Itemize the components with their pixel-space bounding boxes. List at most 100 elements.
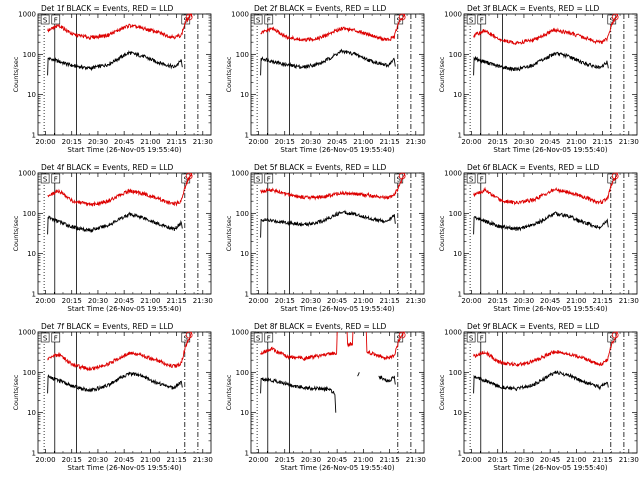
x-tick-label: 21:30 xyxy=(406,138,426,146)
y-axis-label: Counts/sec xyxy=(438,56,446,92)
x-tick-label: 20:00 xyxy=(248,456,268,464)
x-tick-label: 20:30 xyxy=(514,138,534,146)
y-tick-label: 1 xyxy=(458,132,462,140)
series-events-line xyxy=(378,375,396,385)
y-tick-label: 10 xyxy=(453,409,462,417)
marker-label-box xyxy=(477,14,487,25)
marker-label-box xyxy=(466,14,476,25)
y-tick-label: 1 xyxy=(245,132,249,140)
y-tick-label: 100 xyxy=(236,51,249,59)
y-tick-label: 100 xyxy=(449,51,462,59)
x-tick-label: 20:45 xyxy=(327,138,347,146)
marker-label-box xyxy=(466,173,476,184)
x-tick-label: 21:15 xyxy=(166,138,186,146)
marker-label: S xyxy=(43,17,48,25)
marker-label: S xyxy=(184,335,189,343)
panel-9: Det 9f BLACK = Events, RED = LLD 1 10 100 10… xyxy=(438,322,639,472)
x-tick-label: 21:30 xyxy=(193,138,213,146)
y-tick-label: 1 xyxy=(32,132,36,140)
marker-label: S xyxy=(610,335,615,343)
x-tick-label: 20:15 xyxy=(275,297,295,305)
x-axis-label: Start Time (26-Nov-05 19:55:40) xyxy=(67,146,181,154)
marker-label-box xyxy=(607,173,617,184)
y-axis-label: Counts/sec xyxy=(225,56,233,92)
x-tick-label: 21:00 xyxy=(353,138,373,146)
series-events-line xyxy=(47,371,183,394)
lld-end-point xyxy=(185,331,193,339)
panel-title: Det 6f BLACK = Events, RED = LLD xyxy=(467,163,600,172)
x-tick-label: 20:15 xyxy=(62,456,82,464)
x-tick-label: 20:45 xyxy=(540,138,560,146)
marker-label-box xyxy=(477,332,487,343)
marker-label: F xyxy=(54,176,58,184)
marker-label: F xyxy=(480,17,484,25)
x-tick-label: 20:15 xyxy=(275,456,295,464)
marker-label: F xyxy=(54,335,58,343)
marker-label: F xyxy=(480,335,484,343)
x-tick-label: 21:15 xyxy=(166,297,186,305)
y-axis-label: Counts/sec xyxy=(12,374,20,410)
x-tick-label: 20:15 xyxy=(488,456,508,464)
panel-title: Det 8f BLACK = Events, RED = LLD xyxy=(254,322,387,331)
x-axis-label: Start Time (26-Nov-05 19:55:40) xyxy=(493,305,607,313)
marker-label: F xyxy=(54,17,58,25)
lld-end-point xyxy=(185,172,193,180)
x-axis-label: Start Time (26-Nov-05 19:55:40) xyxy=(67,305,181,313)
x-tick-label: 20:15 xyxy=(62,297,82,305)
series-lld-line xyxy=(47,331,193,372)
marker-label: S xyxy=(397,176,402,184)
x-tick-label: 21:30 xyxy=(619,138,639,146)
marker-label-box xyxy=(40,14,50,25)
marker-label-box xyxy=(253,14,263,25)
panel-title: Det 5f BLACK = Events, RED = LLD xyxy=(254,163,387,172)
y-tick-label: 1000 xyxy=(18,11,36,19)
y-tick-label: 1 xyxy=(32,450,36,458)
series-lld-line xyxy=(260,331,338,362)
marker-label: S xyxy=(469,335,474,343)
x-tick-label: 20:30 xyxy=(88,138,108,146)
y-tick-label: 1000 xyxy=(231,11,249,19)
x-tick-label: 20:00 xyxy=(35,297,55,305)
series-events-line xyxy=(473,370,609,394)
y-axis-label: Counts/sec xyxy=(438,215,446,251)
panel-title: Det 2f BLACK = Events, RED = LLD xyxy=(254,4,387,13)
x-tick-label: 20:45 xyxy=(327,456,347,464)
x-tick-label: 21:00 xyxy=(566,456,586,464)
y-tick-label: 1 xyxy=(458,450,462,458)
marker-label-box xyxy=(51,173,61,184)
y-tick-label: 1 xyxy=(458,291,462,299)
marker-label: S xyxy=(184,176,189,184)
marker-label-box xyxy=(40,332,50,343)
x-tick-label: 21:00 xyxy=(566,297,586,305)
y-tick-label: 100 xyxy=(23,369,36,377)
y-tick-label: 1000 xyxy=(18,170,36,178)
x-tick-label: 20:30 xyxy=(301,138,321,146)
x-tick-label: 21:00 xyxy=(353,297,373,305)
marker-label-box xyxy=(264,14,274,25)
x-tick-label: 20:30 xyxy=(301,297,321,305)
x-tick-label: 20:00 xyxy=(461,297,481,305)
panel-title: Det 7f BLACK = Events, RED = LLD xyxy=(41,322,174,331)
series-events-line xyxy=(473,211,609,235)
x-tick-label: 20:15 xyxy=(488,297,508,305)
marker-label: F xyxy=(267,176,271,184)
y-axis-label: Counts/sec xyxy=(225,374,233,410)
y-tick-label: 10 xyxy=(27,91,36,99)
marker-label: S xyxy=(256,176,261,184)
panel-title: Det 1f BLACK = Events, RED = LLD xyxy=(41,4,174,13)
lld-end-point xyxy=(611,172,619,180)
panel-7: Det 7f BLACK = Events, RED = LLD 1 10 100 10… xyxy=(12,322,213,472)
marker-label: S xyxy=(256,17,261,25)
x-axis-label: Start Time (26-Nov-05 19:55:40) xyxy=(280,464,394,472)
y-tick-label: 100 xyxy=(449,210,462,218)
x-tick-label: 20:45 xyxy=(114,297,134,305)
panel-8: Det 8f BLACK = Events, RED = LLD 1 10 100 10… xyxy=(225,322,426,472)
x-tick-label: 20:30 xyxy=(301,456,321,464)
marker-label-box xyxy=(253,173,263,184)
lld-end-point xyxy=(398,172,406,180)
y-tick-label: 1000 xyxy=(231,329,249,337)
series-events-line xyxy=(260,209,396,238)
x-tick-label: 21:15 xyxy=(166,456,186,464)
marker-label: S xyxy=(43,176,48,184)
